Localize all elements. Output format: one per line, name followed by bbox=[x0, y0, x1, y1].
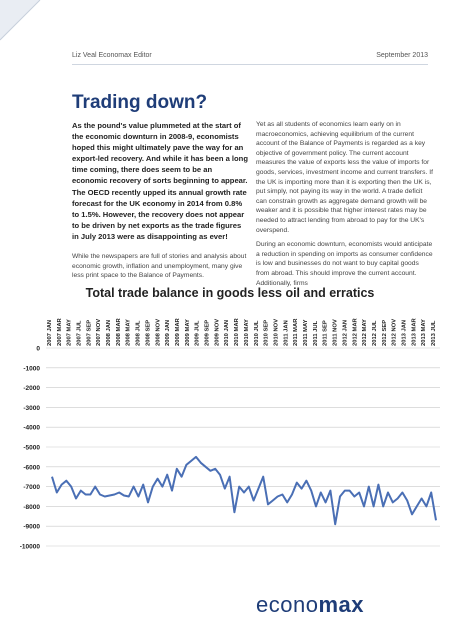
x-tick-label: 2009 NOV bbox=[214, 319, 220, 346]
author-line: Liz Veal Economax Editor bbox=[72, 52, 152, 59]
x-tick-label: 2007 MAY bbox=[67, 319, 73, 346]
x-tick-label: 2010 JUL bbox=[254, 320, 260, 346]
x-tick-label: 2008 JAN bbox=[106, 320, 112, 346]
right-column: Yet as all students of economics learn e… bbox=[256, 120, 434, 288]
x-tick-label: 2007 SEP bbox=[86, 320, 92, 346]
x-tick-label: 2008 NOV bbox=[155, 319, 161, 346]
x-tick-label: 2012 JUL bbox=[372, 320, 378, 346]
x-tick-label: 2007 NOV bbox=[96, 319, 102, 346]
x-tick-label: 2009 MAY bbox=[185, 319, 191, 346]
y-tick-label: -3000 bbox=[23, 405, 40, 412]
x-tick-label: 2011 JAN bbox=[283, 320, 289, 346]
x-tick-label: 2011 SEP bbox=[323, 320, 329, 346]
corner-decoration bbox=[0, 0, 41, 41]
x-tick-label: 2009 MAR bbox=[175, 317, 181, 346]
article-title: Trading down? bbox=[72, 92, 208, 113]
x-tick-label: 2013 MAY bbox=[421, 319, 427, 346]
x-tick-label: 2009 JAN bbox=[165, 320, 171, 346]
right-paragraph-1: Yet as all students of economics learn e… bbox=[256, 121, 433, 234]
x-tick-label: 2012 MAR bbox=[352, 317, 358, 346]
x-tick-label: 2007 JUL bbox=[76, 320, 82, 346]
x-tick-label: 2008 JUL bbox=[136, 320, 142, 346]
y-tick-label: -10000 bbox=[20, 544, 41, 551]
lead-paragraph: As the pound's value plummeted at the st… bbox=[72, 121, 248, 241]
x-tick-label: 2007 MAR bbox=[57, 317, 63, 346]
left-column: As the pound's value plummeted at the st… bbox=[72, 120, 248, 281]
y-tick-label: -7000 bbox=[23, 484, 40, 491]
x-tick-label: 2008 SEP bbox=[145, 320, 151, 346]
x-tick-label: 2013 JUL bbox=[431, 320, 437, 346]
left-paragraph: While the newspapers are full of stories… bbox=[72, 253, 247, 280]
chart-title: Total trade balance in goods less oil an… bbox=[85, 286, 375, 300]
header-divider bbox=[72, 64, 428, 65]
x-tick-label: 2012 MAY bbox=[362, 319, 368, 346]
x-tick-label: 2008 MAY bbox=[126, 319, 132, 346]
x-tick-label: 2010 NOV bbox=[273, 319, 279, 346]
y-tick-label: -8000 bbox=[23, 504, 40, 511]
x-tick-label: 2011 MAR bbox=[293, 318, 299, 346]
y-tick-label: -4000 bbox=[23, 425, 40, 432]
x-tick-label: 2010 MAY bbox=[244, 319, 250, 346]
trade-balance-chart: 0 -1000 -2000 -3000 -4000 -5000 -6000 -7000 -800… bbox=[20, 317, 440, 551]
x-tick-label: 2012 SEP bbox=[382, 320, 388, 346]
x-tick-label: 2008 MAR bbox=[116, 317, 122, 346]
trade-balance-series-line bbox=[51, 455, 437, 526]
y-tick-label: -1000 bbox=[23, 365, 40, 372]
y-tick-label: 0 bbox=[36, 346, 40, 353]
x-tick-label: 2012 JAN bbox=[342, 320, 348, 346]
x-tick-label: 2011 NOV bbox=[333, 319, 339, 346]
x-tick-label: 2011 MAY bbox=[303, 319, 309, 346]
y-tick-label: -2000 bbox=[23, 385, 40, 392]
x-tick-label: 2011 JUL bbox=[313, 320, 319, 346]
right-paragraph-2: During an economic downturn, economists … bbox=[256, 241, 433, 287]
y-tick-label: -6000 bbox=[23, 464, 40, 471]
x-tick-label: 2013 JAN bbox=[402, 320, 408, 346]
y-tick-label: -9000 bbox=[23, 524, 40, 531]
issue-date: September 2013 bbox=[376, 52, 428, 59]
x-tick-label: 2013 MAR bbox=[411, 317, 417, 346]
x-tick-label: 2009 JUL bbox=[195, 320, 201, 346]
y-tick-label: -5000 bbox=[23, 445, 40, 452]
economax-logo: economax bbox=[256, 592, 364, 617]
x-tick-label: 2010 JAN bbox=[224, 320, 230, 346]
x-tick-label: 2009 SEP bbox=[205, 320, 211, 346]
x-tick-label: 2012 NOV bbox=[392, 319, 398, 346]
x-tick-label: 2007 JAN bbox=[47, 320, 53, 346]
x-tick-label: 2010 MAR bbox=[234, 317, 240, 346]
x-tick-label: 2010 SEP bbox=[264, 320, 270, 346]
